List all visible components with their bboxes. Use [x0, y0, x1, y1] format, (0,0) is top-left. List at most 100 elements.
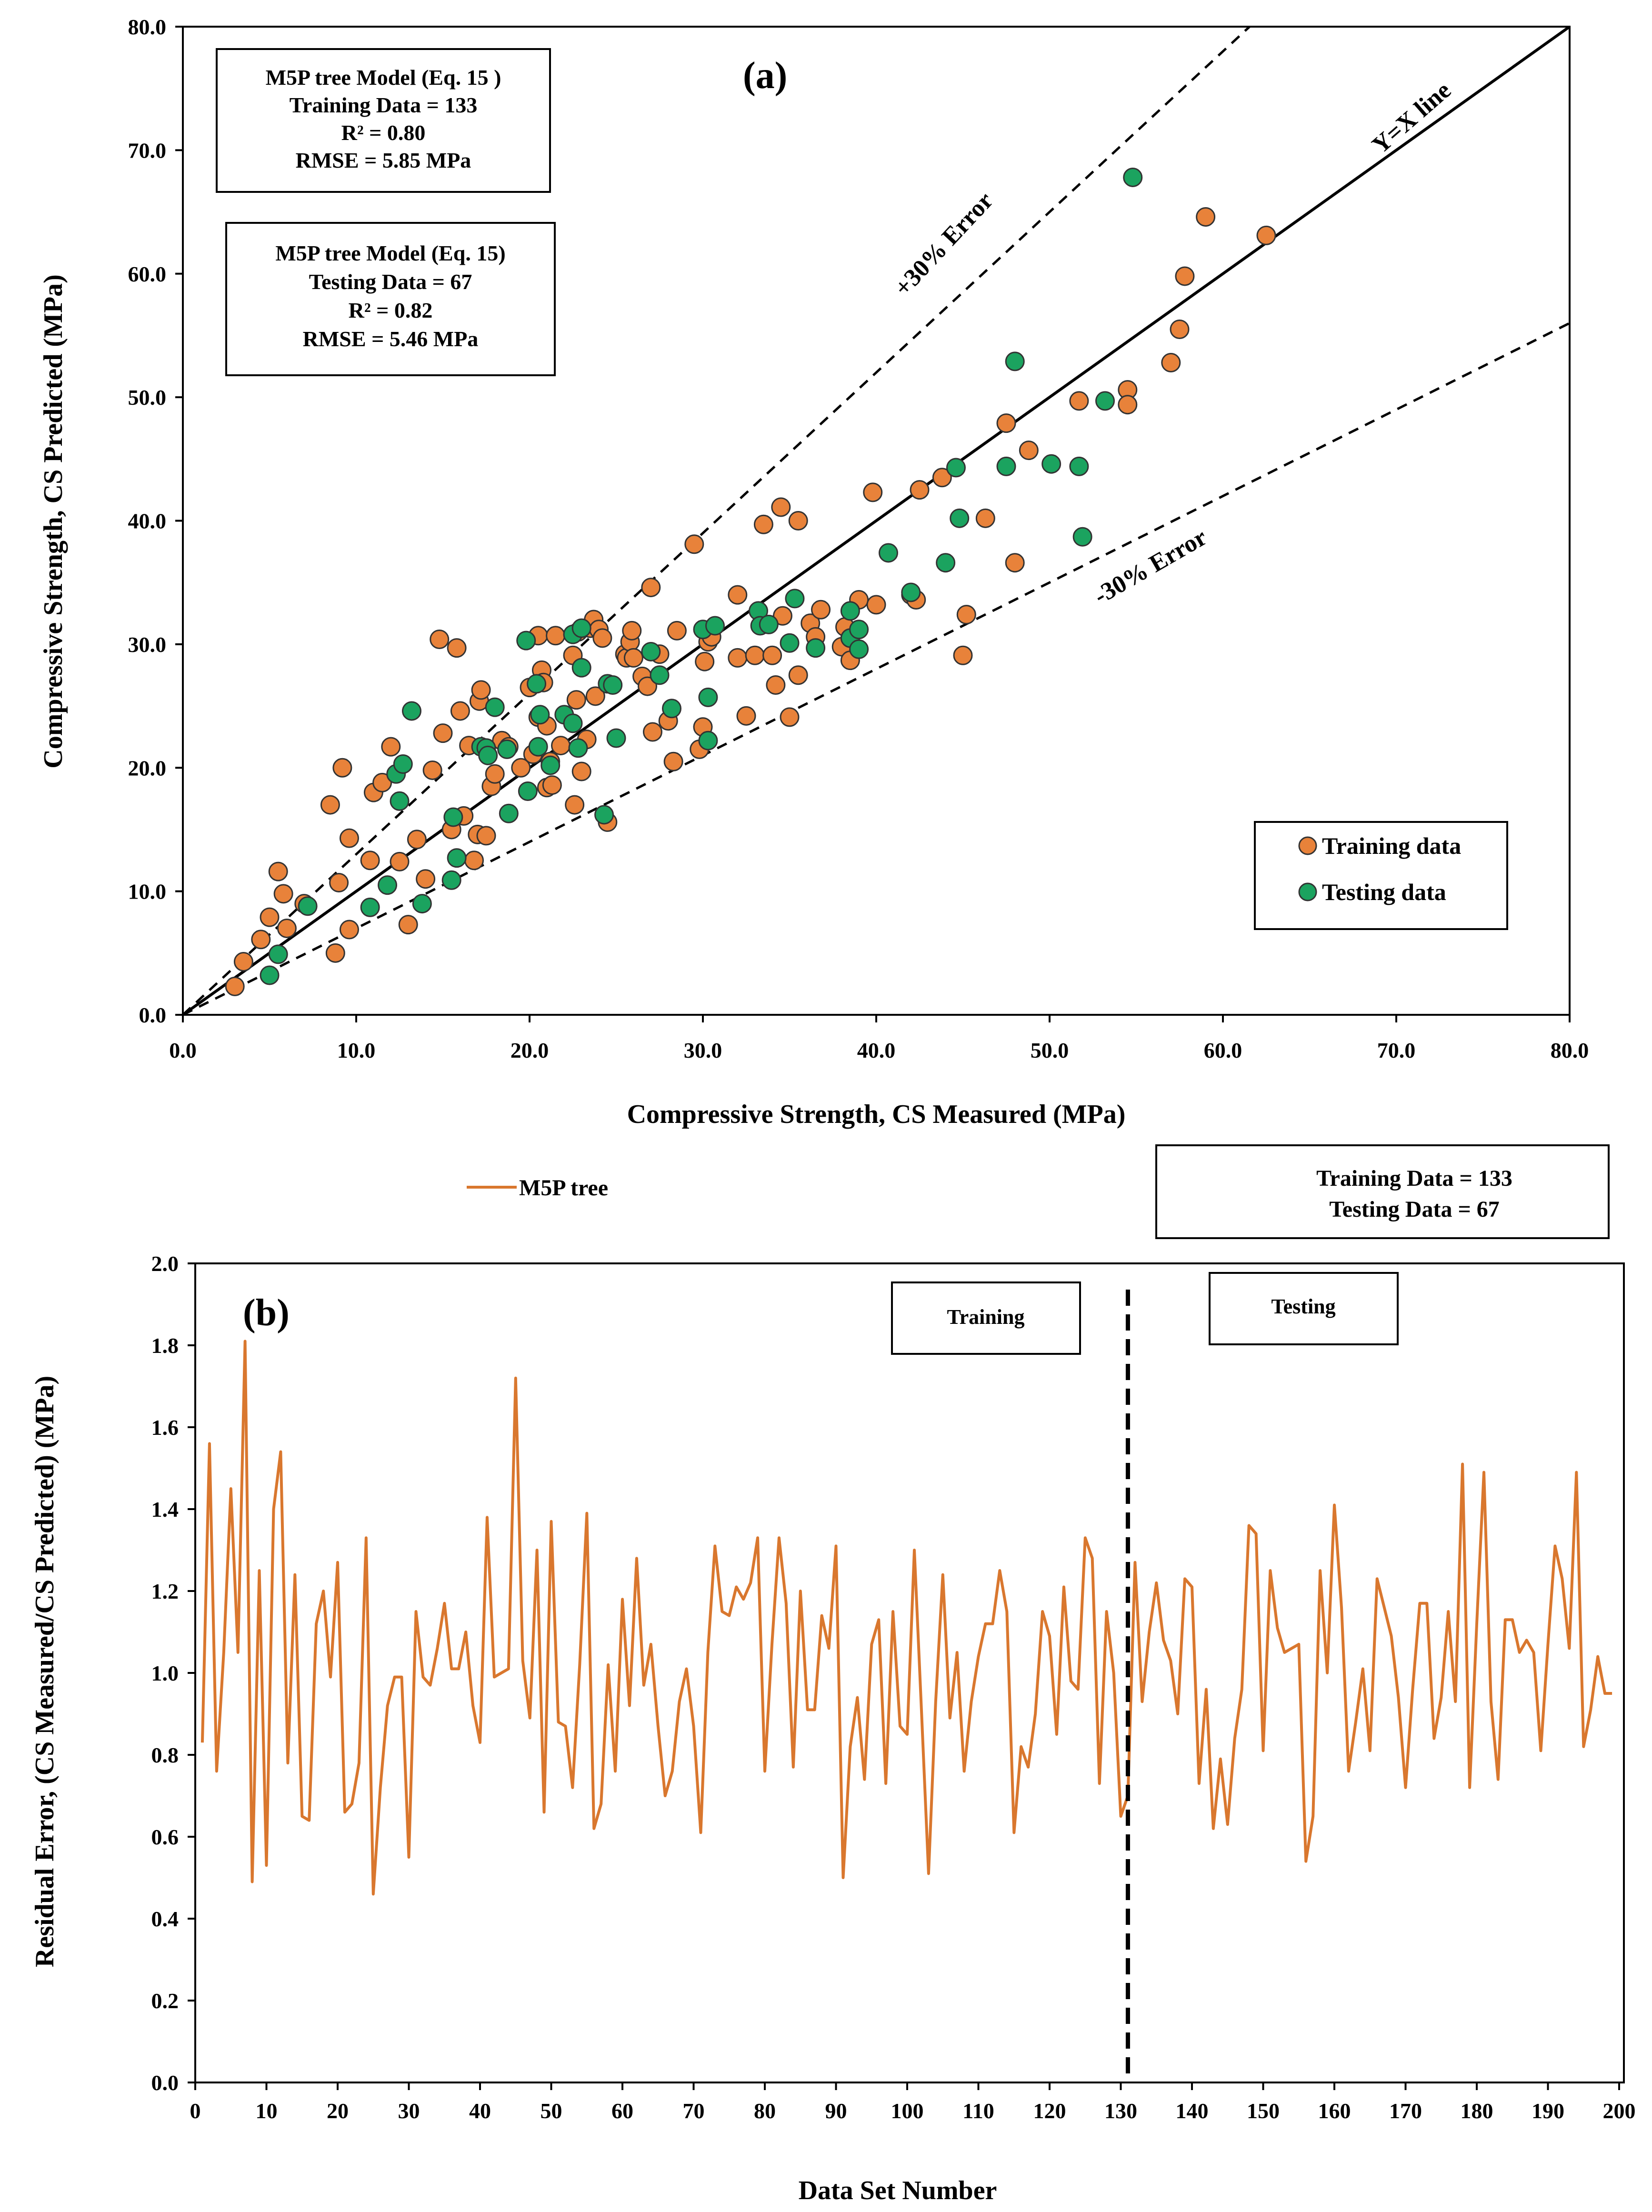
training-data-point: [811, 600, 831, 620]
y-tick-label: 20.0: [128, 756, 167, 780]
y-tick-label: 0.0: [139, 1003, 167, 1027]
training-data-point: [511, 758, 531, 778]
y-tick-label: 1.2: [151, 1579, 179, 1603]
y-tick-label: 0.0: [151, 2071, 179, 2095]
testing-data-point: [759, 614, 779, 634]
training-data-point: [641, 578, 661, 598]
testing-data-point: [1123, 167, 1143, 187]
legend-m5p-label: M5P tree: [519, 1175, 608, 1201]
training-data-point: [667, 621, 687, 641]
y-tick-label: 50.0: [128, 385, 167, 410]
training-data-point: [728, 585, 748, 605]
y-tick-label: 0.6: [151, 1825, 179, 1849]
training-data-point: [277, 918, 297, 938]
legend-b: M5P tree: [467, 1175, 608, 1201]
testing-data-point: [478, 745, 498, 765]
x-tick-label: 90: [825, 2099, 847, 2123]
testing-box-line-4: RMSE = 5.46 MPa: [303, 327, 479, 351]
training-data-point: [251, 930, 271, 950]
testing-data-point: [568, 738, 588, 758]
reference-line-y-equals-x: [183, 27, 1570, 1015]
training-data-point: [762, 645, 782, 665]
training-box-line-3: R² = 0.80: [341, 120, 426, 145]
training-data-point: [398, 915, 418, 935]
testing-data-point: [936, 553, 956, 573]
testing-data-point: [1095, 391, 1115, 411]
training-data-point: [910, 480, 930, 500]
panel-b-label: (b): [243, 1292, 290, 1334]
m5p-tree-series-line: [200, 1340, 1612, 1896]
x-tick-label: 200: [1603, 2099, 1636, 2123]
training-data-point: [565, 795, 585, 815]
x-axis-title-b: Data Set Number: [799, 2176, 997, 2205]
training-data-point: [788, 511, 808, 530]
testing-data-point: [499, 803, 519, 823]
testing-box-line-1: M5P tree Model (Eq. 15): [275, 241, 505, 265]
legend-testing-label: Testing data: [1322, 879, 1446, 905]
y-tick-label: 2.0: [151, 1251, 179, 1276]
testing-data-point: [840, 601, 860, 621]
training-region-label: Training: [947, 1305, 1024, 1329]
training-data-point: [736, 706, 756, 726]
scatter-panel-a: 0.0 10.0 20.0 30.0 40.0 50.0 60.0 70.0 80.0 0.0 1…: [39, 15, 1589, 1129]
x-tick-label: 50: [541, 2099, 562, 2123]
training-data-point: [975, 508, 995, 528]
training-data-point: [225, 976, 245, 996]
training-data-point: [745, 645, 765, 665]
x-tick-label: 40.0: [857, 1038, 896, 1062]
training-data-point: [260, 907, 280, 927]
testing-data-point: [698, 687, 718, 707]
training-data-point: [329, 872, 349, 892]
y-tick-label: 1.8: [151, 1333, 179, 1358]
training-data-point: [422, 760, 442, 780]
training-data-point: [332, 758, 352, 778]
training-data-point: [771, 497, 791, 517]
training-data-point: [728, 648, 748, 668]
training-region-box: Training: [891, 1281, 1081, 1355]
training-data-point: [684, 534, 704, 554]
training-data-point: [623, 648, 643, 668]
training-data-point: [953, 645, 973, 665]
training-data-point: [268, 861, 288, 881]
y-axis-title-a: Compressive Strength, CS Predicted (MPa): [39, 274, 68, 768]
x-tick-label: 150: [1247, 2099, 1280, 2123]
testing-data-point: [401, 701, 421, 721]
training-data-point: [339, 828, 359, 848]
x-tick-label: 180: [1461, 2099, 1493, 2123]
y-axis-title-b: Residual Error, (CS Measured/CS Predicte…: [30, 1376, 60, 1967]
testing-data-point: [661, 699, 681, 719]
testing-data-point: [946, 458, 966, 478]
info-box-line-2: Testing Data = 67: [1329, 1197, 1500, 1222]
x-tick-label: 10: [256, 2099, 278, 2123]
training-box-line-1: M5P tree Model (Eq. 15 ): [266, 65, 501, 90]
testing-data-point: [360, 897, 380, 917]
training-data-point: [433, 723, 453, 743]
x-tick-label: 170: [1389, 2099, 1422, 2123]
testing-data-point: [563, 713, 583, 733]
testing-data-point: [705, 616, 725, 636]
training-data-point: [1118, 395, 1138, 415]
training-data-point: [1256, 225, 1276, 245]
x-tick-label: 110: [962, 2099, 994, 2123]
training-data-point: [485, 764, 505, 784]
x-tick-label: 100: [891, 2099, 924, 2123]
training-data-point: [1019, 440, 1039, 460]
testing-data-point: [849, 620, 869, 640]
training-data-point: [450, 701, 470, 721]
y-tick-label: 70.0: [128, 138, 167, 162]
training-data-point: [772, 606, 792, 626]
testing-data-point: [447, 848, 467, 868]
y-tick-label: 0.4: [151, 1907, 179, 1931]
testing-data-point: [1069, 456, 1089, 476]
x-tick-label: 0.0: [169, 1038, 197, 1062]
testing-data-point: [806, 638, 826, 658]
testing-data-point: [485, 697, 505, 717]
training-data-point: [471, 680, 491, 700]
x-tick-label: 120: [1033, 2099, 1066, 2123]
training-data-point: [622, 621, 642, 641]
training-data-point: [780, 707, 800, 727]
x-tick-label: 20.0: [511, 1038, 549, 1062]
legend-testing-marker: [1298, 882, 1317, 901]
training-data-point: [273, 884, 293, 904]
training-data-point: [339, 920, 359, 940]
